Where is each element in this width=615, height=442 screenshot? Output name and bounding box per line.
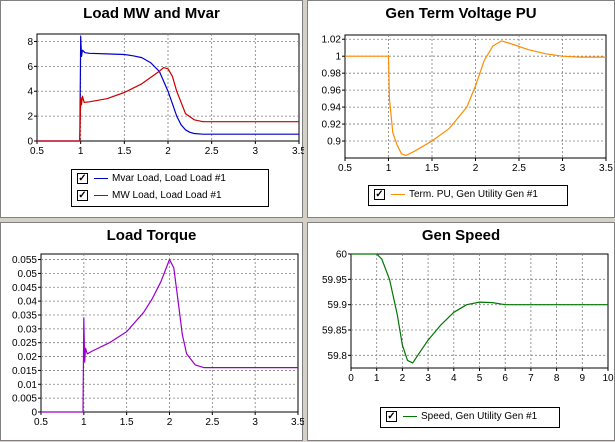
x-tick-label: 2.5 [205, 146, 219, 157]
x-tick-label: 1.5 [425, 163, 439, 174]
x-tick-label: 9 [580, 373, 586, 384]
y-tick-label: 0.04 [18, 297, 38, 308]
legend-line-swatch [94, 195, 108, 196]
plot-area [40, 253, 299, 413]
x-tick-label: 7 [528, 373, 534, 384]
chart-load-mw-mvar: 0.5 1 1.5 2 2.5 3 3.5 0 2 4 6 8 [27, 33, 304, 157]
legend-checkbox[interactable]: ✓ [77, 173, 88, 184]
legend-label: Speed, Gen Utility Gen #1 [421, 411, 538, 422]
y-tick-label: 0.94 [322, 103, 342, 114]
x-tick-label: 8 [554, 373, 560, 384]
x-tick-label: 10 [602, 373, 614, 384]
x-tick-label: 3 [425, 373, 431, 384]
y-tick-label: 4 [27, 87, 33, 98]
y-tick-label: 59.95 [322, 275, 347, 286]
x-tick-label: 0.5 [34, 417, 48, 428]
legend-checkbox[interactable]: ✓ [374, 189, 385, 200]
legend-label: Term. PU, Gen Utility Gen #1 [409, 189, 538, 200]
series-line-1 [37, 66, 299, 142]
x-tick-label: 1 [386, 163, 392, 174]
y-tick-label: 0 [31, 408, 37, 419]
y-tick-label: 59.8 [328, 351, 348, 362]
y-tick-label: 0.9 [327, 137, 341, 148]
x-tick-label: 2 [165, 146, 171, 157]
chart-load-torque: 0.5 1 1.5 2 2.5 3 3.5 0 0.005 0.01 0.015 0.02 0.025 0… [12, 253, 304, 428]
legend-checkbox[interactable]: ✓ [77, 190, 88, 201]
legend-line-swatch [94, 178, 108, 179]
y-tick-label: 1.02 [322, 35, 342, 46]
chart-panel-load-torque: 0.5 1 1.5 2 2.5 3 3.5 0 0.005 0.01 0.015 0.02 0.025 0… [0, 222, 304, 441]
x-tick-label: 0.5 [30, 146, 44, 157]
legend-item-term-pu[interactable]: ✓ Term. PU, Gen Utility Gen #1 [369, 186, 567, 203]
y-tick-label: 0.045 [12, 283, 37, 294]
legend-line-swatch [391, 194, 405, 195]
x-tick-label: 0 [348, 373, 354, 384]
y-tick-label: 0.03 [18, 324, 38, 335]
y-tick-label: 0.055 [12, 255, 37, 266]
legend-line-swatch [403, 416, 417, 417]
x-tick-label: 1.5 [117, 146, 131, 157]
x-tick-label: 6 [502, 373, 508, 384]
y-tick-label: 0.015 [12, 366, 37, 377]
y-tick-label: 59.9 [328, 300, 348, 311]
series-line-0 [345, 40, 606, 157]
y-tick-label: 1 [335, 52, 341, 63]
x-tick-label: 1 [81, 417, 87, 428]
chart-legend: ✓ Term. PU, Gen Utility Gen #1 [368, 185, 568, 206]
y-tick-label: 2 [27, 112, 33, 123]
chart-title: Load MW and Mvar [83, 5, 220, 22]
y-tick-label: 60 [336, 250, 348, 261]
chart-title: Gen Term Voltage PU [385, 5, 537, 22]
legend-item-mvar[interactable]: ✓ Mvar Load, Load Load #1 [72, 170, 268, 187]
x-tick-label: 2.5 [512, 163, 526, 174]
series-line-0 [351, 253, 608, 364]
y-tick-label: 0.035 [12, 310, 37, 321]
legend-item-mw[interactable]: ✓ MW Load, Load Load #1 [72, 187, 268, 204]
y-tick-label: 0.005 [12, 394, 37, 405]
legend-checkbox[interactable]: ✓ [386, 411, 397, 422]
chart-panel-gen-term-voltage: 0.5 1 1.5 2 2.5 3 3.5 0.9 0.92 0.94 0.96 0.98 1 1.02 … [307, 0, 615, 218]
x-tick-label: 2 [400, 373, 406, 384]
x-tick-label: 2 [167, 417, 173, 428]
x-tick-label: 3.5 [291, 417, 304, 428]
y-tick-label: 0.96 [322, 86, 342, 97]
chart-gen-speed: 0 1 2 3 4 5 6 7 8 9 10 59.8 59.85 59.9 59.95 60 [322, 250, 614, 385]
y-tick-label: 0.01 [18, 380, 38, 391]
x-tick-label: 1 [78, 146, 84, 157]
y-tick-label: 0.98 [322, 69, 342, 80]
x-tick-label: 1 [374, 373, 380, 384]
x-tick-label: 3.5 [292, 146, 304, 157]
chart-panel-gen-speed: 0 1 2 3 4 5 6 7 8 9 10 59.8 59.85 59.9 59.95 60 Gen Spe… [307, 222, 615, 441]
y-tick-label: 59.85 [322, 326, 347, 337]
x-tick-label: 5 [477, 373, 483, 384]
chart-title: Load Torque [106, 227, 197, 244]
series-line-0 [41, 258, 298, 413]
x-tick-label: 3 [560, 163, 566, 174]
y-tick-label: 0 [27, 137, 33, 148]
chart-gen-term-voltage: 0.5 1 1.5 2 2.5 3 3.5 0.9 0.92 0.94 0.96 0.98 1 1.02 [322, 34, 613, 174]
y-tick-label: 0.02 [18, 352, 38, 363]
y-tick-label: 0.025 [12, 338, 37, 349]
chart-legend: ✓ Speed, Gen Utility Gen #1 [380, 407, 560, 428]
x-tick-label: 0.5 [338, 163, 352, 174]
x-tick-label: 3.5 [599, 163, 613, 174]
y-tick-label: 0.92 [322, 120, 342, 131]
x-tick-label: 2 [473, 163, 479, 174]
x-tick-label: 4 [451, 373, 457, 384]
x-tick-label: 2.5 [205, 417, 219, 428]
legend-label: Mvar Load, Load Load #1 [112, 173, 226, 184]
y-tick-label: 8 [27, 37, 33, 48]
legend-item-speed[interactable]: ✓ Speed, Gen Utility Gen #1 [381, 408, 559, 425]
legend-label: MW Load, Load Load #1 [112, 190, 222, 201]
x-tick-label: 3 [252, 417, 258, 428]
chart-legend: ✓ Mvar Load, Load Load #1 ✓ MW Load, Loa… [71, 169, 269, 207]
y-tick-label: 6 [27, 62, 33, 73]
chart-panel-load-mw-mvar: 0.5 1 1.5 2 2.5 3 3.5 0 2 4 6 8 Load MW and Mvar ✓ … [0, 0, 304, 218]
x-tick-label: 3 [253, 146, 259, 157]
x-tick-label: 1.5 [120, 417, 134, 428]
chart-title: Gen Speed [421, 227, 501, 244]
y-tick-label: 0.05 [18, 269, 38, 280]
series-line-0 [37, 35, 299, 142]
